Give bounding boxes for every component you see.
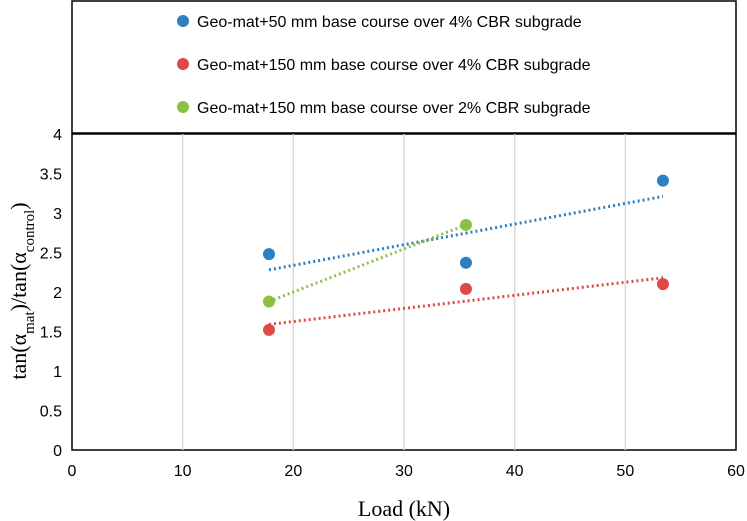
y-tick-label: 0	[53, 443, 62, 460]
legend-label-2: Geo-mat+150 mm base course over 4% CBR s…	[197, 57, 591, 74]
legend-marker-1	[177, 15, 189, 27]
trendline-series-1	[268, 194, 664, 272]
y-tick-label: 4	[53, 127, 62, 144]
y-tick-label: 2	[53, 285, 62, 302]
x-tick-label: 50	[616, 463, 634, 480]
y-tick-labels: 0 0.5 1 1.5 2 2.5 3 3.5 4	[40, 127, 62, 460]
x-tick-label: 60	[727, 463, 745, 480]
y-axis-title: tan(αmat)/tan(αcontrol)	[6, 202, 38, 379]
legend-marker-3	[177, 101, 189, 113]
data-points	[262, 174, 669, 336]
legend-label-3: Geo-mat+150 mm base course over 2% CBR s…	[197, 100, 591, 117]
y-tick-label: 3	[53, 206, 62, 223]
trendlines	[268, 194, 664, 326]
trendline-series-2	[268, 276, 664, 326]
legend: Geo-mat+50 mm base course over 4% CBR su…	[71, 0, 737, 134]
y-tick-label: 1.5	[40, 325, 62, 342]
x-tick-label: 20	[284, 463, 302, 480]
point-series-3	[459, 218, 472, 231]
x-tick-label: 40	[506, 463, 524, 480]
point-series-1	[262, 248, 275, 261]
x-tick-label: 0	[68, 463, 77, 480]
legend-label-1: Geo-mat+50 mm base course over 4% CBR su…	[197, 14, 582, 31]
point-series-2	[262, 323, 275, 336]
point-series-1	[656, 174, 669, 187]
legend-marker-2	[177, 58, 189, 70]
y-tick-label: 1	[53, 364, 62, 381]
point-series-1	[459, 256, 472, 269]
trendline-series-3	[268, 223, 467, 303]
y-tick-label: 2.5	[40, 246, 62, 263]
y-tick-label: 0.5	[40, 404, 62, 421]
x-tick-label: 10	[174, 463, 192, 480]
x-tick-labels: 0 10 20 30 40 50 60	[68, 463, 745, 480]
x-axis-title: Load (kN)	[358, 496, 450, 521]
point-series-3	[262, 295, 275, 308]
point-series-2	[459, 282, 472, 295]
point-series-2	[656, 278, 669, 291]
x-tick-label: 30	[395, 463, 413, 480]
y-tick-label: 3.5	[40, 167, 62, 184]
